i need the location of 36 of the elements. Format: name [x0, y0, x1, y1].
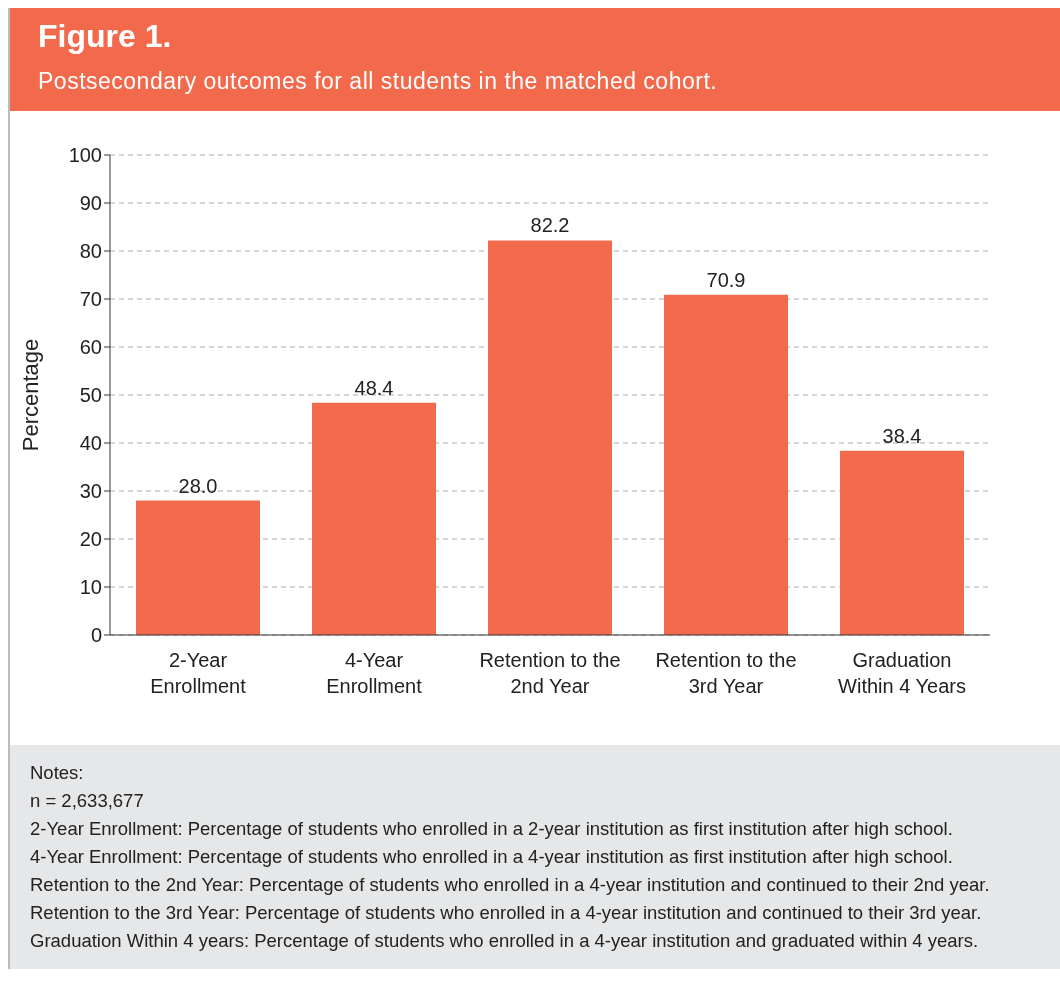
text: Retention to the 2nd Year: Percentage of students who enrolled in a 4-year institution and continued to their 2nd year.	[30, 873, 991, 897]
y-tick-label: 30	[79, 480, 102, 503]
x-tick-label: 2-Year Enrollment	[150, 649, 247, 697]
y-tick-label: 10	[79, 576, 102, 599]
x-tick-label: Graduation Within 4 Years	[838, 649, 966, 697]
bar	[136, 500, 260, 635]
text: Retention to the 3rd Year: Percentage of students who enrolled in a 4-year institution and continued to their 3rd year.	[30, 901, 983, 925]
bar	[840, 450, 964, 635]
bar	[664, 294, 788, 635]
x-tick-label: Retention to the 3rd Year	[655, 649, 797, 697]
y-tick-label: 50	[79, 384, 102, 407]
data-label: 82.2	[530, 214, 570, 237]
y-tick-label: 0	[90, 624, 102, 647]
chart-subtitle: Postsecondary outcomes for all students in the matched cohort.	[38, 67, 719, 96]
data-label: 38.4	[882, 424, 922, 447]
data-label: 70.9	[706, 268, 746, 291]
x-tick-label: 4-Year Enrollment	[326, 649, 423, 697]
y-tick-label: 40	[79, 432, 102, 455]
y-tick-label: 20	[79, 528, 102, 551]
x-tick-label: Retention to the 2nd Year	[479, 649, 621, 697]
bar	[488, 240, 612, 635]
y-tick-label: 90	[79, 192, 102, 215]
text: 4-Year Enrollment: Percentage of students who enrolled in a 4-year institution as first institution after high school.	[30, 845, 954, 869]
text: Graduation Within 4 years: Percentage of students who enrolled in a 4-year institution and graduated within 4 years.	[30, 929, 980, 953]
text: Notes:	[30, 761, 85, 785]
bar	[312, 402, 436, 635]
y-tick-label: 60	[79, 336, 102, 359]
text: 2-Year Enrollment: Percentage of students who enrolled in a 2-year institution as first institution after high school.	[30, 817, 954, 841]
chart-title: Figure 1.	[38, 18, 173, 55]
data-label: 48.4	[354, 376, 394, 399]
y-tick-label: 70	[79, 288, 102, 311]
y-tick-label: 100	[68, 144, 102, 167]
y-tick-label: 80	[79, 240, 102, 263]
data-label: 28.0	[178, 474, 218, 497]
y-axis-title: Percentage	[17, 338, 43, 452]
text: n = 2,633,677	[30, 789, 145, 813]
